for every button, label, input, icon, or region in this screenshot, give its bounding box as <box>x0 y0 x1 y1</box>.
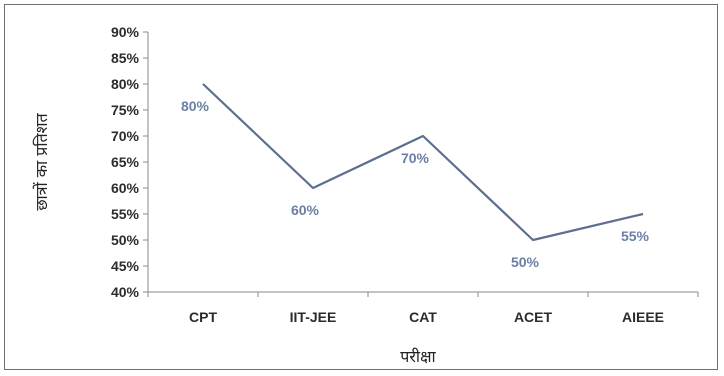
y-tick-label: 80% <box>111 76 140 92</box>
data-label: 60% <box>291 202 320 218</box>
y-tick-label: 55% <box>111 206 140 222</box>
data-label: 50% <box>511 254 540 270</box>
y-tick-label: 45% <box>111 258 140 274</box>
y-tick-label: 90% <box>111 24 140 40</box>
x-tick-label: CAT <box>409 309 437 325</box>
x-axis-title: परीक्षा <box>400 347 436 366</box>
data-label: 55% <box>621 228 650 244</box>
y-tick-label: 75% <box>111 102 140 118</box>
y-tick-label: 70% <box>111 128 140 144</box>
x-tick-label: IIT-JEE <box>290 309 337 325</box>
y-tick-label: 85% <box>111 50 140 66</box>
y-tick-label: 50% <box>111 232 140 248</box>
y-tick-label: 40% <box>111 284 140 300</box>
x-tick-label: ACET <box>514 309 553 325</box>
chart-frame <box>4 4 718 370</box>
y-tick-label: 60% <box>111 180 140 196</box>
x-tick-label: CPT <box>189 309 217 325</box>
y-tick-labels: 40% 45% 50% 55% 60% 65% 70% 75% 80% 85% 90% <box>111 24 140 300</box>
y-axis-ticks <box>143 31 148 293</box>
y-axis-title: छात्रों का प्रतिशत <box>32 112 51 210</box>
series-line <box>202 83 644 242</box>
data-labels: 80% 60% 70% 50% 55% <box>181 98 650 270</box>
y-tick-label: 65% <box>111 154 140 170</box>
x-tick-label: AIEEE <box>622 309 664 325</box>
x-axis-ticks <box>147 292 699 297</box>
x-tick-labels: CPT IIT-JEE CAT ACET AIEEE <box>189 309 664 325</box>
data-label: 80% <box>181 98 210 114</box>
data-label: 70% <box>401 150 430 166</box>
